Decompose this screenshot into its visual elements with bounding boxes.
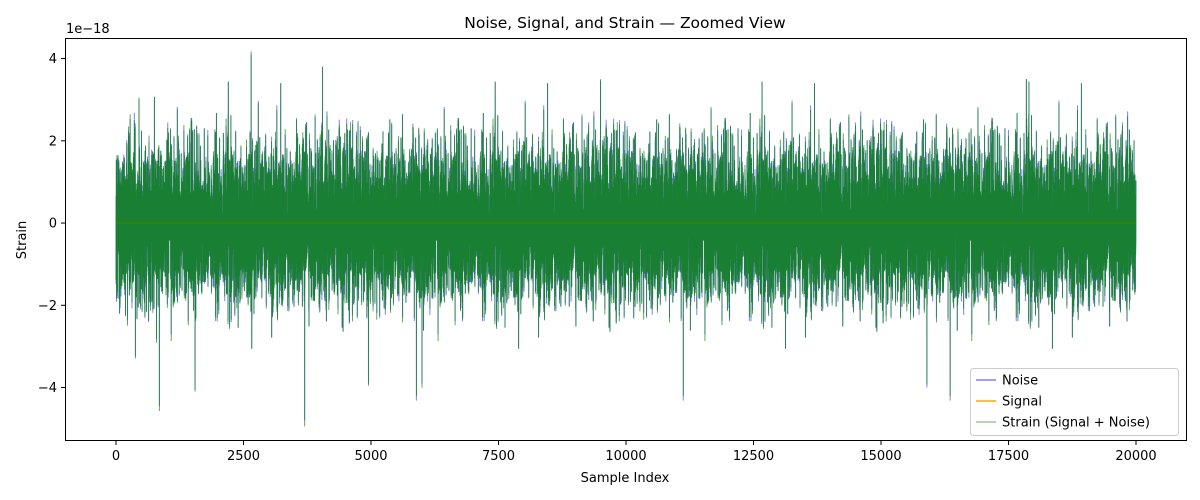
y-tick-label: −2 xyxy=(38,299,57,314)
x-tick-label: 5000 xyxy=(354,449,387,464)
legend-label-noise: Noise xyxy=(1002,374,1038,389)
x-axis-ticks: 0 2500 5000 7500 10000 12500 15000 17500 20000 xyxy=(112,441,1157,464)
series-strain-line xyxy=(115,51,1137,427)
x-tick-label: 2500 xyxy=(227,449,260,464)
axes-frame xyxy=(65,38,1187,441)
x-tick-label: 12500 xyxy=(733,449,774,464)
y-axis-label: Strain xyxy=(15,221,30,260)
legend-box xyxy=(970,368,1179,436)
x-tick-label: 15000 xyxy=(860,449,901,464)
y-axis-ticks: −4 −2 0 2 4 xyxy=(38,52,65,396)
y-tick-label: 0 xyxy=(49,217,57,232)
y-tick-label: 4 xyxy=(49,52,57,67)
x-tick-label: 20000 xyxy=(1115,449,1156,464)
y-tick-label: −4 xyxy=(38,381,57,396)
x-axis-label: Sample Index xyxy=(581,471,670,486)
chart-title: Noise, Signal, and Strain — Zoomed View xyxy=(464,14,786,32)
x-tick-label: 10000 xyxy=(605,449,646,464)
y-tick-label: 2 xyxy=(49,134,57,149)
series-layer xyxy=(115,51,1137,427)
x-tick-label: 17500 xyxy=(988,449,1029,464)
x-tick-label: 0 xyxy=(112,449,120,464)
legend: Noise Signal Strain (Signal + Noise) xyxy=(970,368,1179,436)
y-axis-offset-text: 1e−18 xyxy=(66,22,110,37)
x-tick-label: 7500 xyxy=(482,449,515,464)
legend-label-signal: Signal xyxy=(1002,395,1042,410)
legend-label-strain: Strain (Signal + Noise) xyxy=(1002,416,1150,431)
